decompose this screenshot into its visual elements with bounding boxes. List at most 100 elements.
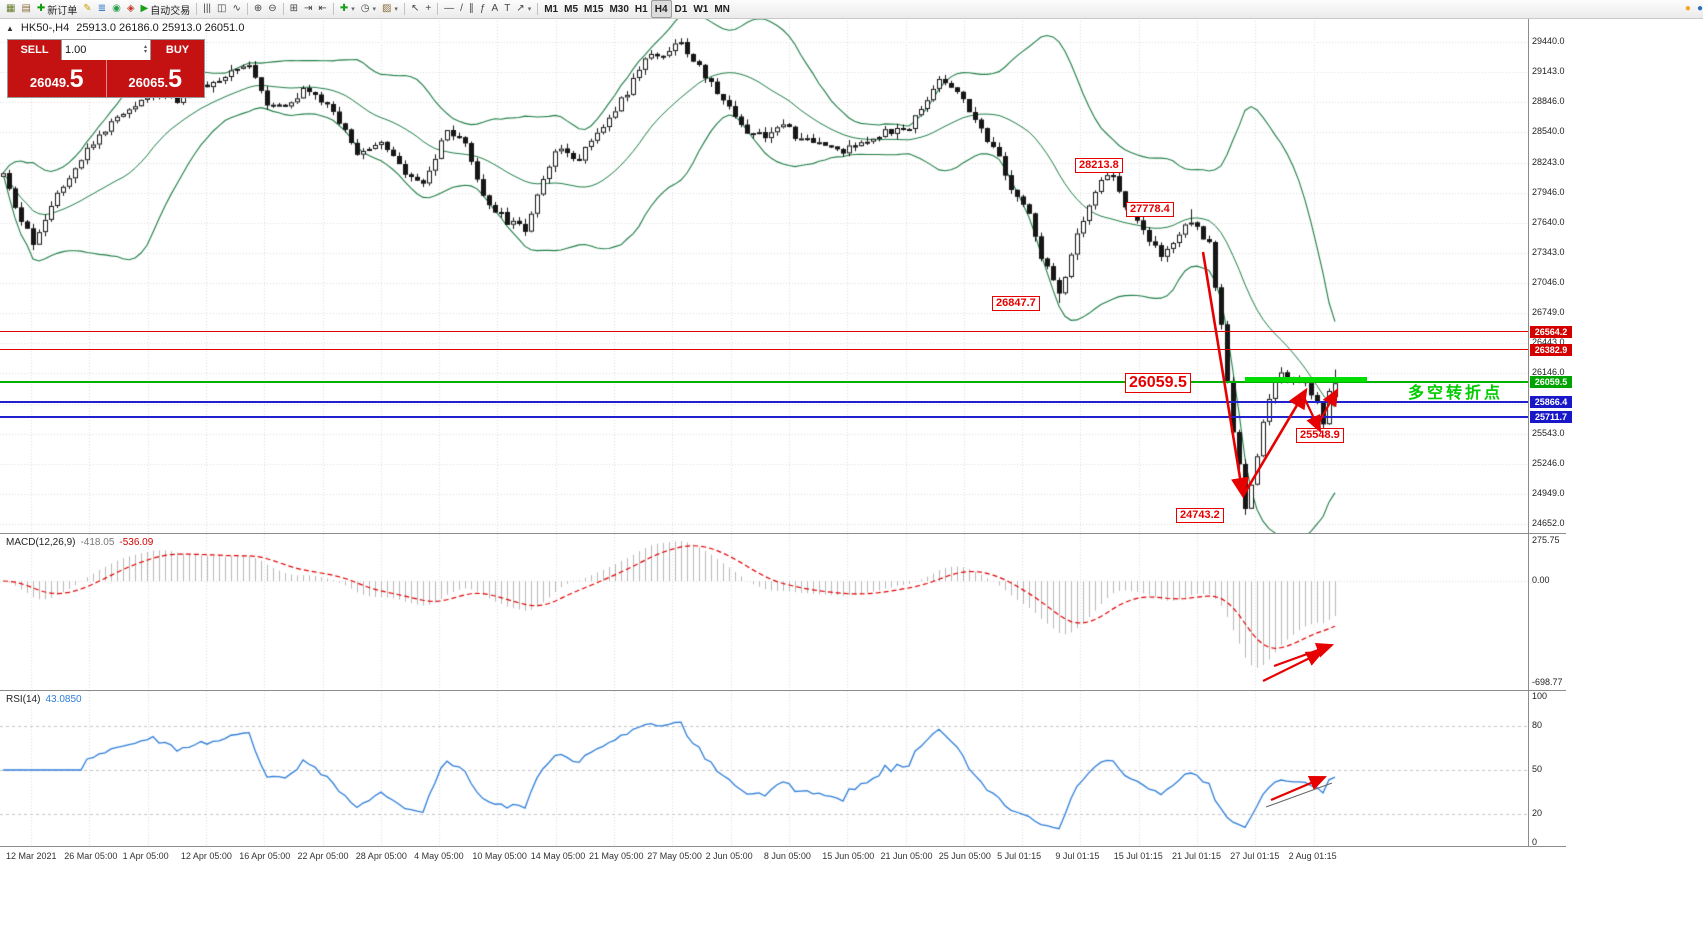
price-scale-label: 27640.0 xyxy=(1532,216,1565,227)
timeframe-m1-button-label: M1 xyxy=(544,3,559,15)
price-chart-canvas[interactable] xyxy=(0,18,1528,533)
timeframe-m30-button[interactable]: M30 xyxy=(606,1,631,17)
market-watch-icon[interactable]: ≣ xyxy=(95,1,109,17)
panel-separator xyxy=(0,846,1566,847)
rsi-indicator-canvas[interactable] xyxy=(0,691,1528,846)
macd-indicator-canvas[interactable] xyxy=(0,534,1528,690)
templates-button[interactable]: ▨ ▾ xyxy=(379,1,401,17)
symbol-collapse-icon[interactable]: ▲ xyxy=(6,23,14,33)
time-axis-label: 1 Apr 05:00 xyxy=(122,851,169,861)
toolbar-separator xyxy=(403,3,405,15)
sell-price-big: 5 xyxy=(69,65,84,93)
timeframe-m5-button[interactable]: M5 xyxy=(561,1,581,17)
charts-icon[interactable]: ▦ xyxy=(3,1,18,17)
price-scale-label: 26146.0 xyxy=(1532,367,1565,378)
profiles-icon[interactable]: ▤ xyxy=(18,1,33,17)
community-icon[interactable]: ● xyxy=(1682,1,1694,17)
market-watch-icon: ≣ xyxy=(97,3,107,14)
trendline-icon[interactable]: / xyxy=(457,1,466,17)
bar-chart-icon[interactable]: ||| xyxy=(200,1,214,17)
time-axis-label: 15 Jun 05:00 xyxy=(822,851,875,861)
volume-spinner: ▴ ▾ xyxy=(143,44,147,55)
price-scale-label: 26443.0 xyxy=(1532,337,1565,348)
label-icon[interactable]: T xyxy=(501,1,513,17)
timeframe-d1-button[interactable]: D1 xyxy=(672,1,691,17)
timeframe-mn-button-label: MN xyxy=(714,3,730,15)
auto-scroll-icon[interactable]: ⇥ xyxy=(301,1,315,17)
volume-up-button[interactable]: ▴ xyxy=(143,44,147,50)
bar-chart-icon: ||| xyxy=(203,3,212,14)
time-axis-label: 12 Apr 05:00 xyxy=(180,851,232,861)
symbol-title: HK50-,H4 xyxy=(20,22,70,34)
timeframe-h1-button[interactable]: H1 xyxy=(632,1,651,17)
navigator-icon[interactable]: ◉ xyxy=(109,1,124,17)
tile-windows-icon: ⊞ xyxy=(289,3,299,14)
line-chart-icon[interactable]: ∿ xyxy=(229,1,243,17)
ohlc-readout: 25913.0 26186.0 25913.0 26051.0 xyxy=(76,22,245,34)
time-axis-label: 8 Jun 05:00 xyxy=(763,851,811,861)
timeframe-mn-button[interactable]: MN xyxy=(711,1,733,17)
new-order-button-label: 新订单 xyxy=(47,5,78,17)
terminal-icon[interactable]: ◈ xyxy=(124,1,138,17)
periods-button[interactable]: ◷ ▾ xyxy=(358,1,379,17)
arrows-button[interactable]: ↗ ▾ xyxy=(513,1,534,17)
time-axis-label: 5 Jul 01:15 xyxy=(997,851,1042,861)
price-scale-label: 27046.0 xyxy=(1532,277,1565,287)
new-order-button[interactable]: ✚ 新订单 xyxy=(34,1,80,17)
panel-separator[interactable] xyxy=(0,690,1566,691)
timeframe-m15-button[interactable]: M15 xyxy=(581,1,606,17)
price-scale-label: 26749.0 xyxy=(1532,307,1565,318)
templates-icon: ▨ xyxy=(381,3,392,14)
cursor-icon[interactable]: ↖ xyxy=(408,1,422,17)
sell-price[interactable]: 26049. 5 xyxy=(8,60,106,97)
mql5-icon[interactable]: ● xyxy=(1694,1,1703,17)
time-axis-label: 26 Mar 05:00 xyxy=(64,851,118,861)
panel-separator[interactable] xyxy=(0,533,1566,534)
price-scale-label: 27946.0 xyxy=(1532,186,1565,197)
text-icon[interactable]: A xyxy=(489,1,502,17)
rsi-scale-label: 0 xyxy=(1532,837,1538,847)
buy-button[interactable]: BUY xyxy=(151,40,204,60)
candlestick-icon: ◫ xyxy=(217,3,227,14)
time-axis-label: 9 Jul 01:15 xyxy=(1055,851,1100,861)
sell-button[interactable]: SELL xyxy=(8,40,61,60)
tile-windows-icon[interactable]: ⊞ xyxy=(287,1,301,17)
zoom-in-icon: ⊕ xyxy=(253,3,263,14)
channel-icon[interactable]: ∥ xyxy=(466,1,477,17)
toolbar-separator xyxy=(246,3,248,15)
timeframe-m5-button-label: M5 xyxy=(564,3,579,15)
zoom-in-icon[interactable]: ⊕ xyxy=(251,1,265,17)
zoom-out-icon[interactable]: ⊖ xyxy=(265,1,279,17)
volume-down-button[interactable]: ▾ xyxy=(143,49,147,55)
price-scale-label: 24949.0 xyxy=(1532,487,1565,498)
buy-price-big: 5 xyxy=(168,65,183,93)
candlestick-icon[interactable]: ◫ xyxy=(214,1,229,17)
arrows-icon: ↗ xyxy=(516,3,525,14)
toolbar-separator xyxy=(332,3,334,15)
metaeditor-icon[interactable]: ✎ xyxy=(80,1,94,17)
toolbar-separator xyxy=(537,3,539,15)
chart-header: ▲ HK50-,H4 25913.0 26186.0 25913.0 26051… xyxy=(6,22,244,34)
indicators-button[interactable]: ✚ ▾ xyxy=(337,1,358,17)
buy-price[interactable]: 26065. 5 xyxy=(107,60,205,97)
rsi-scale-label: 80 xyxy=(1532,720,1543,731)
time-axis-label: 21 Jun 05:00 xyxy=(880,851,933,861)
chart-shift-icon[interactable]: ⇤ xyxy=(315,1,329,17)
terminal-icon: ◈ xyxy=(126,3,135,14)
volume-input[interactable]: 1.00 ▴ ▾ xyxy=(61,40,151,60)
auto-trading-button[interactable]: ▶ 自动交易 xyxy=(138,1,194,17)
timeframe-h4-button[interactable]: H4 xyxy=(650,0,672,18)
timeframe-w1-button[interactable]: W1 xyxy=(690,1,711,17)
buy-price-small: 26065. xyxy=(128,75,169,90)
toolbar-separator xyxy=(282,3,284,15)
macd-scale-label: -698.77 xyxy=(1532,677,1563,687)
horizontal-line-icon[interactable]: — xyxy=(441,1,457,17)
price-scale-badge: 26564.2 xyxy=(1530,325,1572,338)
indicators-icon: ✚ xyxy=(339,3,349,14)
timeframe-m1-button[interactable]: M1 xyxy=(541,1,561,17)
crosshair-icon[interactable]: + xyxy=(422,1,434,17)
price-divider xyxy=(105,60,107,97)
price-scale-label: 24652.0 xyxy=(1532,518,1565,528)
fibonacci-icon[interactable]: ƒ xyxy=(477,1,489,17)
timeframe-h1-button-label: H1 xyxy=(634,3,648,15)
